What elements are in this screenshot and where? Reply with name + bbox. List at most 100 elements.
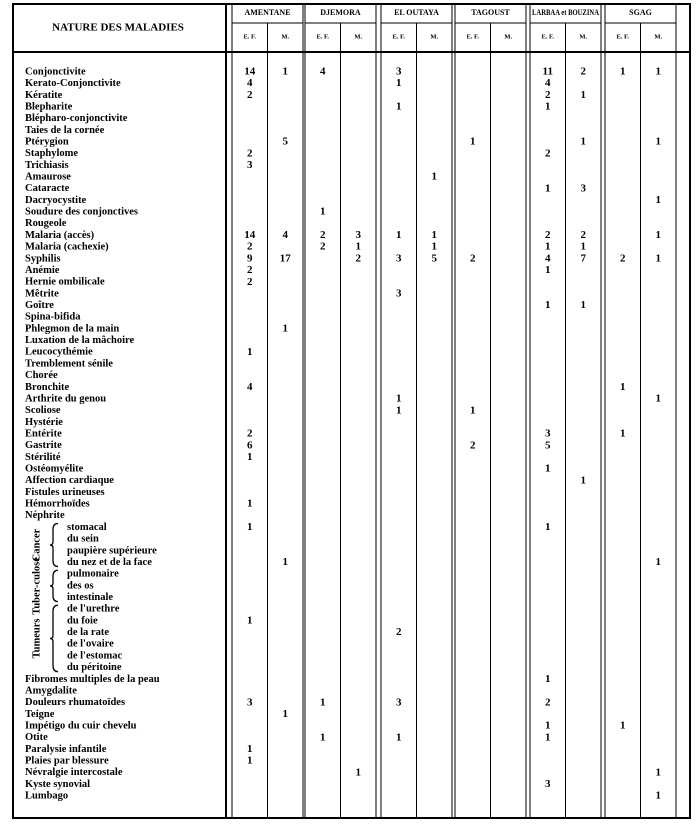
cell-value: 1 [283,66,289,78]
row-label: Hémorrhoïdes [25,499,90,510]
cell-value: 7 [581,252,587,264]
row-label: Tremblement sénile [25,358,113,369]
row-label: Gastrite [25,440,62,451]
cell-value: 5 [432,252,438,264]
row-label: Hystérie [25,417,63,428]
cell-value: 1 [396,731,402,743]
cell-value: 1 [283,322,289,334]
cell-value: 3 [396,696,402,708]
cell-value: 1 [656,393,662,405]
row-label: du péritoine [67,662,122,673]
row-label: Leucocythémie [25,347,93,358]
cell-value: 1 [581,299,587,311]
subcolumn-label: M. [504,33,512,40]
cell-value: 2 [470,439,476,451]
subcolumn-label: M. [654,33,662,40]
row-label: stomacal [67,522,107,533]
cell-value: 4 [247,77,253,89]
row-label: Chorée [25,370,58,381]
cell-value: 3 [396,287,402,299]
cell-value: 2 [545,89,551,101]
cell-value: 1 [656,136,662,148]
cell-value: 1 [545,264,551,276]
cell-value: 2 [545,229,551,241]
subcolumn-label: E. F. [243,33,256,40]
cell-value: 1 [396,77,402,89]
row-label: Hernie ombilicale [25,277,105,288]
cell-value: 4 [545,77,551,89]
locality-name: AMENTANE [244,8,290,17]
subcolumn-label: M. [579,33,587,40]
row-label: Scoliose [25,405,61,416]
row-label: Fistules urineuses [25,487,105,498]
header-title: NATURE DES MALADIES [52,22,184,34]
row-label: Kyste synovial [25,779,90,790]
cell-value: 1 [620,428,626,440]
locality-name: TAGOUST [471,8,510,17]
cell-value: 1 [620,720,626,732]
cell-value: 1 [283,708,289,720]
cell-value: 2 [581,66,587,78]
cell-value: 5 [545,439,551,451]
cell-value: 1 [545,182,551,194]
row-label: Kerato-Conjonctivite [25,78,121,89]
cell-value: 1 [545,521,551,533]
cell-value: 1 [545,241,551,253]
row-label: Malaria (accès) [25,230,95,241]
cell-value: 1 [396,101,402,113]
locality-name: SGAG [629,8,652,17]
row-label: Spina-bifida [25,312,81,323]
cell-value: 1 [247,451,253,463]
row-label: Anémie [25,265,60,276]
cell-value: 1 [545,720,551,732]
group-label: Tuber-culose [31,557,42,615]
row-label: Affection cardiaque [25,475,114,486]
row-label: Phlegmon de la main [25,323,119,334]
cell-value: 1 [247,755,253,767]
subcolumn-label: E. F. [392,33,405,40]
cell-value: 3 [545,778,551,790]
row-label: Ptérygion [25,136,69,147]
cell-value: 11 [543,66,553,78]
cell-value: 1 [320,206,326,218]
row-label: Dacryocystite [25,195,87,206]
row-label: Goître [25,300,54,311]
cell-value: 1 [581,241,587,253]
cell-value: 2 [247,264,253,276]
cell-value: 2 [247,241,253,253]
row-label: Douleurs rhumatoïdes [25,697,125,708]
cell-value: 14 [244,66,256,78]
row-label: Cataracte [25,183,70,194]
subcolumn-label: E. F. [466,33,479,40]
row-label: Staphylome [25,148,78,159]
row-label: paupière supérieure [67,545,157,556]
row-label: Impétigo du cuir chevelu [25,720,137,731]
cell-value: 2 [247,428,253,440]
group-label: Tumeurs [31,619,42,659]
cell-value: 3 [356,229,362,241]
cell-value: 1 [656,252,662,264]
row-label: du nez et de la face [67,557,152,568]
cell-value: 1 [247,498,253,510]
row-label: Conjonctivite [25,66,86,77]
cell-value: 4 [545,252,551,264]
cell-value: 1 [581,136,587,148]
cell-value: 1 [247,346,253,358]
cell-value: 2 [620,252,626,264]
row-label: de l'ovaire [67,639,114,650]
cell-value: 4 [320,66,326,78]
locality-name: EL OUTAYA [394,8,439,17]
row-label: Blépharo-conjonctivite [25,113,128,124]
cell-value: 1 [356,766,362,778]
row-label: Otite [25,732,48,743]
cell-value: 2 [581,229,587,241]
row-label: Névralgie intercostale [25,767,123,778]
subcolumn-label: M. [281,33,289,40]
row-label: Amygdalite [25,685,77,696]
cell-value: 1 [656,766,662,778]
row-label: intestinale [67,592,113,603]
cell-value: 4 [247,381,253,393]
cell-value: 2 [396,626,402,638]
row-label: Bronchite [25,382,69,393]
